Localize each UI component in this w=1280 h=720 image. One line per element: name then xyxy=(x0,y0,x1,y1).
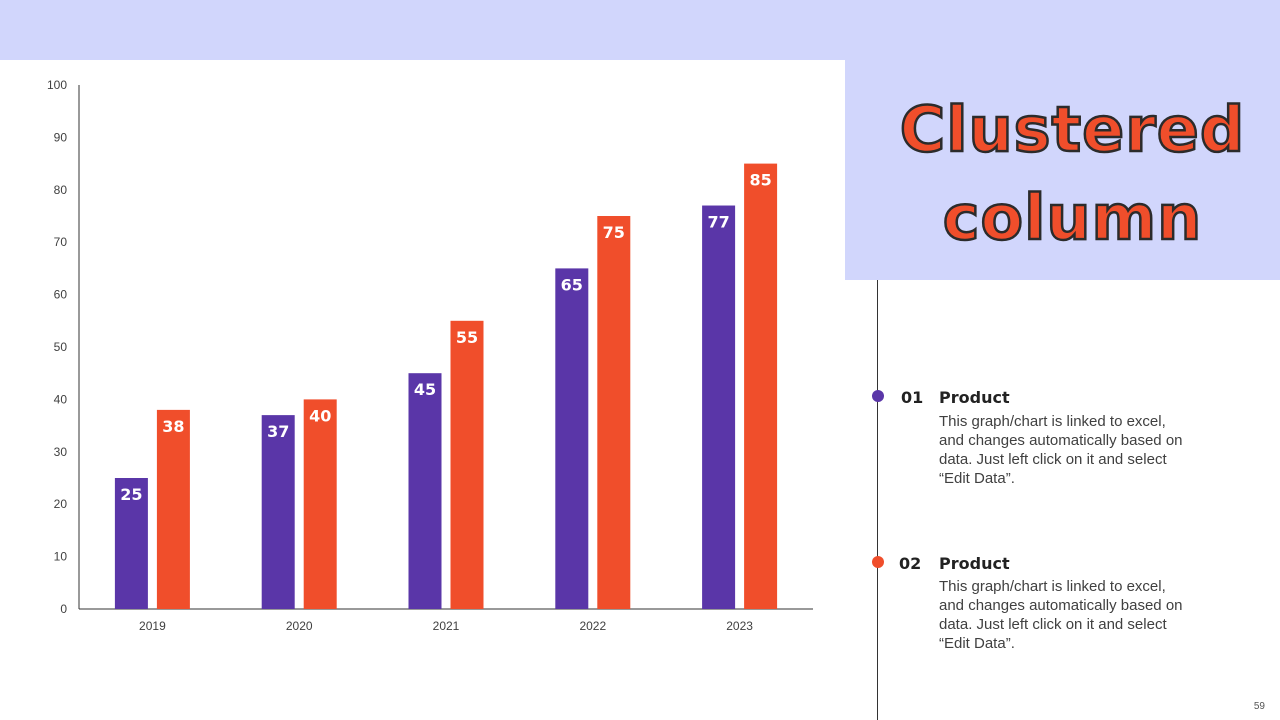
header-band xyxy=(0,0,1280,60)
y-tick-label: 30 xyxy=(54,445,68,459)
bar-product-02 xyxy=(156,409,190,609)
slide-title: Clustered column xyxy=(899,92,1246,256)
bar-product-01 xyxy=(702,205,736,609)
legend-timeline-line xyxy=(877,280,878,720)
y-tick-label: 20 xyxy=(54,497,68,511)
page-number: 59 xyxy=(1253,701,1265,712)
bar-product-02 xyxy=(450,320,484,609)
bar-value-label: 77 xyxy=(707,213,729,232)
x-tick-label: 2022 xyxy=(579,619,606,633)
bar-value-label: 38 xyxy=(162,417,184,436)
bar-value-label: 40 xyxy=(309,406,331,425)
bar-value-label: 65 xyxy=(561,275,583,294)
clustered-column-chart[interactable]: 0 10 20 30 40 50 60 70 80 90 100 25 38 2019 37 40 2020 45… xyxy=(0,60,845,660)
legend-dot-01 xyxy=(872,390,884,402)
y-tick-label: 0 xyxy=(60,602,67,616)
bar-product-01 xyxy=(555,268,589,609)
y-tick-label: 90 xyxy=(54,130,68,144)
y-tick-label: 40 xyxy=(54,392,68,406)
bar-value-label: 75 xyxy=(603,223,625,242)
y-tick-label: 50 xyxy=(54,340,68,354)
bar-value-label: 85 xyxy=(749,171,771,190)
legend-description-01: This graph/chart is linked to excel, and… xyxy=(939,413,1183,487)
legend-dot-02 xyxy=(872,556,884,568)
bar-value-label: 37 xyxy=(267,422,289,441)
bar-product-02 xyxy=(744,163,778,609)
bar-product-01 xyxy=(408,373,442,609)
x-tick-label: 2021 xyxy=(433,619,460,633)
y-tick-label: 80 xyxy=(54,183,68,197)
y-tick-label: 60 xyxy=(54,288,68,302)
bar-product-01 xyxy=(261,415,295,609)
legend-number-02: 02 xyxy=(899,554,922,573)
y-tick-label: 10 xyxy=(54,550,68,564)
bar-value-label: 55 xyxy=(456,328,478,347)
bar-value-label: 25 xyxy=(120,485,142,504)
legend-description-02: This graph/chart is linked to excel, and… xyxy=(939,578,1183,652)
bar-value-label: 45 xyxy=(414,380,436,399)
x-tick-label: 2023 xyxy=(726,619,753,633)
legend-heading-02: Product xyxy=(939,554,1010,573)
legend-number-01: 01 xyxy=(901,388,924,407)
x-tick-label: 2020 xyxy=(286,619,313,633)
title-panel: Clustered column xyxy=(845,60,1280,280)
legend-heading-01: Product xyxy=(939,388,1010,407)
y-tick-label: 100 xyxy=(47,78,67,92)
bar-product-02 xyxy=(597,216,631,609)
y-tick-label: 70 xyxy=(54,235,68,249)
x-tick-label: 2019 xyxy=(139,619,166,633)
bar-product-02 xyxy=(303,399,337,609)
bar-product-01 xyxy=(114,478,148,609)
